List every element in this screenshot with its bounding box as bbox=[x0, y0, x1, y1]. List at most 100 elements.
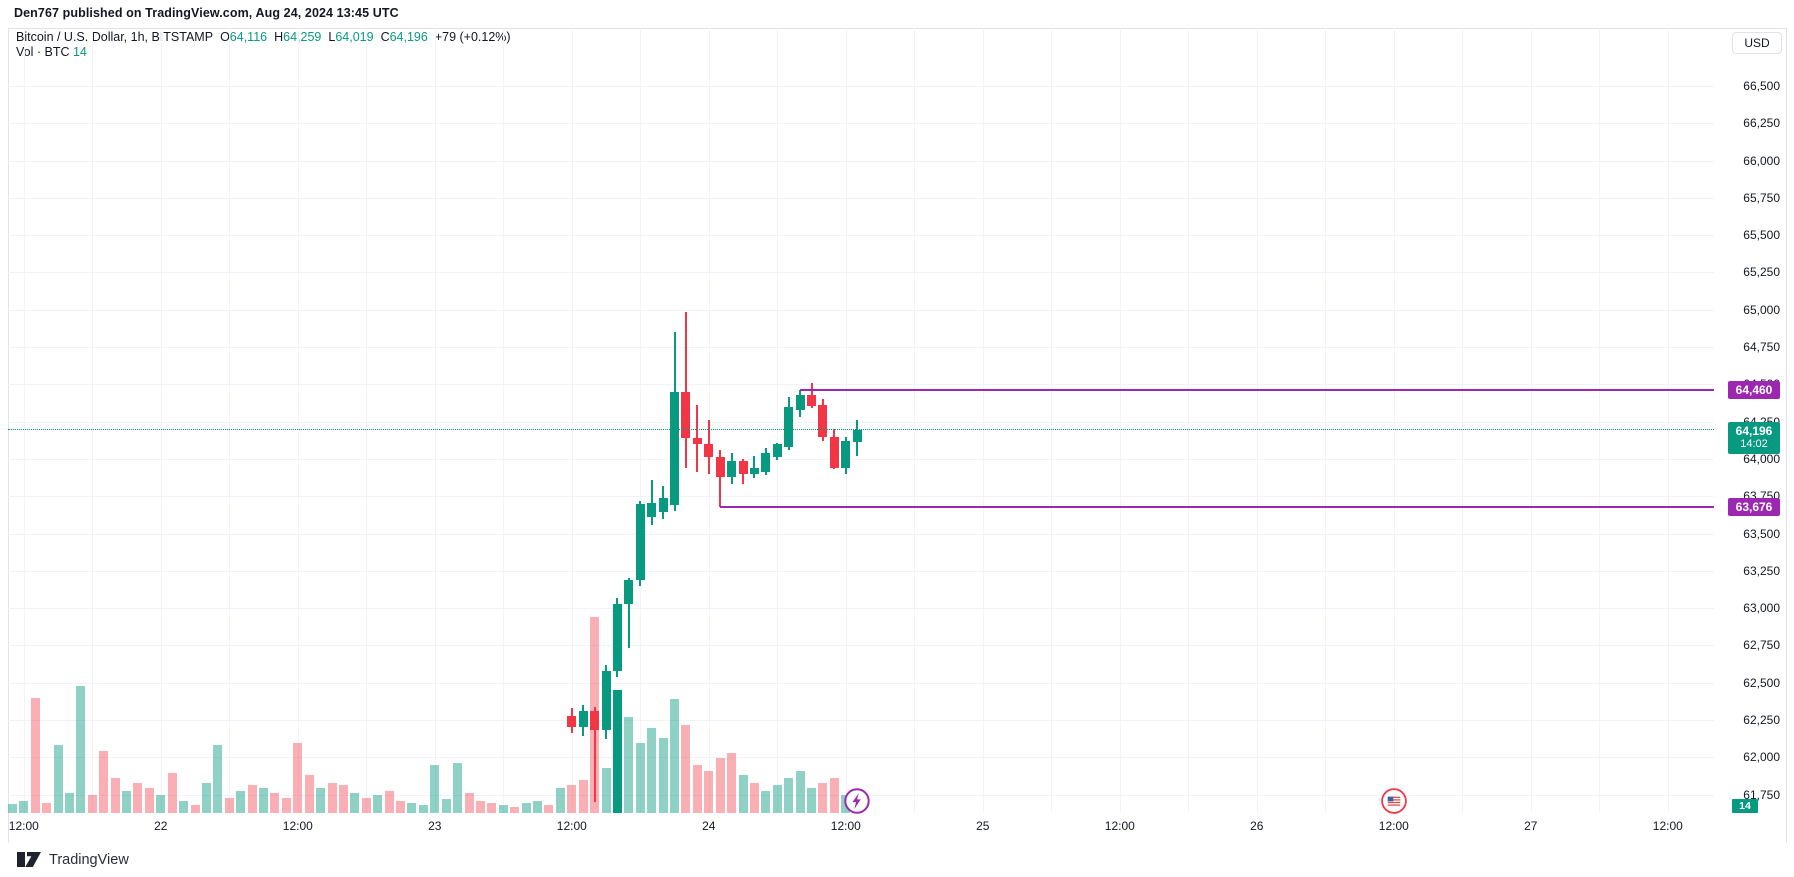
vertical-gridline bbox=[1256, 28, 1258, 813]
ohlc-open-label: O bbox=[220, 30, 230, 44]
time-tick-label[interactable]: 12:00 bbox=[282, 819, 313, 833]
time-tick-label[interactable]: 12:00 bbox=[556, 819, 587, 833]
price-tick-label: 65,500 bbox=[1743, 228, 1780, 243]
volume-bar bbox=[475, 801, 485, 813]
time-tick-label[interactable]: 12:00 bbox=[8, 819, 39, 833]
vertical-gridline bbox=[1462, 28, 1464, 813]
price-tick-label: 61,750 bbox=[1743, 787, 1780, 802]
ohlc-low-value: 64,019 bbox=[335, 30, 374, 44]
volume-bar bbox=[213, 745, 223, 813]
resistance-line-price-badge[interactable]: 64,460 bbox=[1728, 381, 1780, 400]
price-tick-label: 62,750 bbox=[1743, 638, 1780, 653]
volume-bar bbox=[498, 805, 508, 813]
price-tick-label: 62,000 bbox=[1743, 750, 1780, 765]
last-price-badge[interactable]: 64,196 14:02 bbox=[1728, 421, 1780, 454]
price-tick-label: 64,750 bbox=[1743, 340, 1780, 355]
candle-wick bbox=[650, 479, 653, 525]
time-tick-label[interactable]: 24 bbox=[702, 819, 716, 833]
symbol-title[interactable]: Bitcoin / U.S. Dollar, 1h, BITSTAMP bbox=[16, 30, 214, 44]
volume-bar bbox=[42, 803, 52, 813]
volume-bar bbox=[567, 785, 577, 813]
horizontal-gridline bbox=[8, 421, 1714, 423]
candle bbox=[670, 391, 680, 506]
volume-bar bbox=[76, 686, 86, 813]
bar-countdown: 14:02 bbox=[1740, 437, 1768, 450]
resistance-line[interactable] bbox=[800, 389, 1714, 392]
time-tick-label[interactable]: 25 bbox=[976, 819, 990, 833]
time-tick-label[interactable]: 12:00 bbox=[1104, 819, 1135, 833]
volume-bar bbox=[578, 780, 588, 813]
candle bbox=[647, 502, 657, 518]
volume-bar bbox=[647, 728, 657, 813]
volume-bar bbox=[818, 783, 828, 813]
us-flag-icon[interactable] bbox=[1380, 788, 1407, 815]
candle bbox=[704, 444, 714, 458]
volume-bar bbox=[555, 788, 565, 813]
lightning-icon[interactable] bbox=[844, 788, 871, 815]
horizontal-gridline bbox=[8, 272, 1714, 274]
support-line-price-badge[interactable]: 63,676 bbox=[1728, 498, 1780, 517]
vertical-gridline bbox=[777, 28, 779, 813]
chart-border-right bbox=[1786, 28, 1787, 843]
candle bbox=[601, 670, 611, 731]
horizontal-gridline bbox=[8, 719, 1714, 721]
volume-bar bbox=[110, 778, 120, 813]
time-tick-label[interactable]: 12:00 bbox=[1378, 819, 1409, 833]
vertical-gridline bbox=[366, 28, 368, 813]
candle bbox=[818, 405, 828, 438]
volume-label[interactable]: Vol · BTC bbox=[16, 45, 70, 59]
volume-bar bbox=[224, 798, 234, 813]
volume-bar bbox=[8, 804, 17, 813]
chart-border-top bbox=[8, 28, 1786, 29]
time-tick-label[interactable]: 26 bbox=[1250, 819, 1264, 833]
tradingview-logo[interactable]: TradingView bbox=[16, 851, 129, 868]
volume-bar bbox=[133, 783, 143, 813]
time-tick-label[interactable]: 12:00 bbox=[1652, 819, 1683, 833]
volume-bar bbox=[270, 793, 280, 813]
volume-bar bbox=[361, 798, 371, 813]
time-tick-label[interactable]: 22 bbox=[154, 819, 168, 833]
price-tick-label: 66,250 bbox=[1743, 116, 1780, 131]
time-tick-label[interactable]: 12:00 bbox=[830, 819, 861, 833]
price-tick-label: 63,000 bbox=[1743, 601, 1780, 616]
legend-symbol-row: Bitcoin / U.S. Dollar, 1h, BITSTAMP O64,1… bbox=[16, 30, 511, 45]
candle-wick bbox=[753, 455, 756, 479]
volume-bar bbox=[293, 743, 303, 813]
horizontal-gridline bbox=[8, 645, 1714, 647]
currency-button[interactable]: USD bbox=[1732, 32, 1782, 54]
horizontal-gridline bbox=[8, 458, 1714, 460]
horizontal-gridline bbox=[8, 570, 1714, 572]
volume-bar bbox=[281, 798, 291, 813]
volume-bar bbox=[795, 771, 805, 813]
time-axis[interactable]: 12:00 22 12:00 23 12:00 24 12:00 25 12:00 26 12:00… bbox=[8, 813, 1714, 843]
volume-bar bbox=[487, 803, 497, 813]
volume-bar bbox=[156, 795, 166, 813]
price-axis[interactable]: USD 66,500 66,250 66,000 65,750 65,500 65,250… bbox=[1714, 28, 1794, 813]
volume-bar bbox=[122, 791, 132, 813]
candle bbox=[715, 457, 725, 477]
volume-bar bbox=[441, 799, 451, 813]
ohlc-high-value: 64,259 bbox=[283, 30, 322, 44]
volume-bar bbox=[236, 791, 246, 813]
volume-bar bbox=[350, 793, 360, 813]
volume-bar bbox=[19, 801, 29, 813]
volume-bar bbox=[704, 771, 714, 813]
candle bbox=[567, 715, 577, 728]
volume-bar bbox=[64, 793, 74, 813]
candle-wick bbox=[684, 311, 687, 468]
candle bbox=[658, 497, 668, 512]
time-tick-label[interactable]: 27 bbox=[1524, 819, 1538, 833]
candle bbox=[795, 394, 805, 410]
time-tick-label[interactable]: 23 bbox=[428, 819, 442, 833]
volume-bar bbox=[30, 698, 40, 813]
horizontal-gridline bbox=[8, 160, 1714, 162]
support-line[interactable] bbox=[720, 506, 1714, 509]
vertical-gridline bbox=[845, 28, 847, 813]
volume-bar bbox=[829, 778, 839, 813]
vertical-gridline bbox=[503, 28, 505, 813]
price-tick-label: 64,000 bbox=[1743, 451, 1780, 466]
volume-bar bbox=[373, 795, 383, 813]
candle bbox=[829, 437, 839, 469]
candle bbox=[749, 467, 759, 474]
legend-volume-row: Vol · BTC 14 bbox=[16, 45, 511, 60]
